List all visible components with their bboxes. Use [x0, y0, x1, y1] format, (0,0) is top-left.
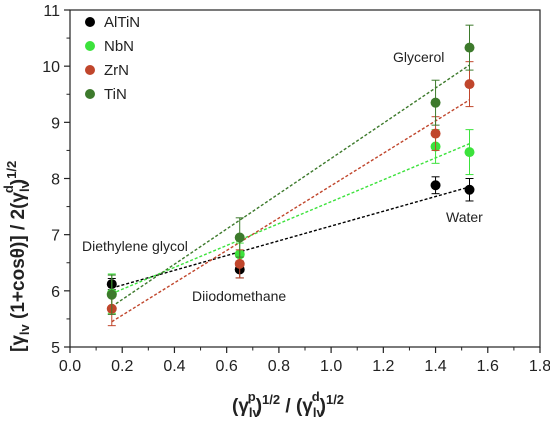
data-point-altin	[464, 184, 475, 195]
y-tick-label: 5	[51, 340, 60, 357]
legend-marker-tin	[85, 89, 95, 99]
x-tick-label: 0.2	[111, 358, 133, 375]
legend-marker-altin	[85, 17, 95, 27]
fit-line-nbn	[111, 143, 470, 295]
data-point-tin	[464, 42, 475, 53]
y-tick-label: 8	[51, 172, 60, 189]
legend-label-nbn: NbN	[104, 38, 134, 55]
legend-label-tin: TiN	[104, 86, 127, 103]
x-tick-label: 1.2	[372, 358, 394, 375]
fit-line-tin	[111, 64, 470, 308]
point-group-altin	[464, 178, 475, 202]
fit-line-altin	[111, 186, 470, 289]
x-axis-title: (γlvp)1/2 / (γlvd)1/2	[232, 389, 344, 420]
x-ticks: 0.0 0.2 0.4 0.6 0.8 1.0 1.2 1.4 1.6 1.8	[59, 347, 550, 375]
legend-marker-nbn	[85, 41, 95, 51]
data-point-nbn	[464, 147, 475, 158]
legend-marker-zrn	[85, 65, 95, 75]
y-tick-label: 7	[51, 228, 60, 245]
point-group-zrn	[430, 116, 441, 151]
y-tick-label: 9	[51, 115, 60, 132]
x-tick-label: 0.8	[268, 358, 290, 375]
y-tick-label: 11	[43, 3, 60, 20]
x-tick-label: 1.6	[477, 358, 499, 375]
annotation-diethylene-glycol: Diethylene glycol	[82, 238, 188, 254]
data-point-zrn	[430, 128, 441, 139]
x-tick-label: 1.8	[529, 358, 550, 375]
fit-lines	[111, 64, 470, 323]
x-tick-label: 0.0	[59, 358, 81, 375]
data-point-tin	[430, 97, 441, 108]
data-point-tin	[106, 289, 117, 300]
data-points	[106, 24, 475, 327]
point-group-tin	[464, 24, 475, 71]
data-point-zrn	[464, 79, 475, 90]
annotation-diiodomethane: Diiodomethane	[192, 288, 286, 304]
data-point-tin	[234, 232, 245, 243]
data-point-altin	[430, 180, 441, 191]
data-point-zrn	[234, 258, 245, 269]
point-group-nbn	[464, 129, 475, 176]
x-tick-label: 1.4	[424, 358, 446, 375]
point-group-tin	[234, 217, 245, 258]
legend-label-zrn: ZrN	[104, 62, 129, 79]
annotation-water: Water	[446, 209, 483, 225]
point-group-altin	[430, 176, 441, 195]
point-group-tin	[430, 79, 441, 126]
legend-label-altin: AlTiN	[104, 14, 140, 31]
annotation-glycerol: Glycerol	[393, 49, 444, 65]
legend: AlTiN NbN ZrN TiN	[85, 14, 140, 103]
y-tick-label: 10	[42, 59, 60, 76]
fit-line-zrn	[111, 99, 470, 323]
x-tick-label: 0.6	[216, 358, 238, 375]
y-ticks: 5 6 7 8 9 10 11	[42, 3, 70, 357]
x-tick-label: 0.4	[163, 358, 185, 375]
y-axis-title: [γlv (1+cosθ)] / 2(γlvd)1/2	[1, 161, 32, 352]
y-tick-label: 6	[51, 284, 60, 301]
point-group-tin	[106, 274, 117, 315]
x-tick-label: 1.0	[320, 358, 342, 375]
